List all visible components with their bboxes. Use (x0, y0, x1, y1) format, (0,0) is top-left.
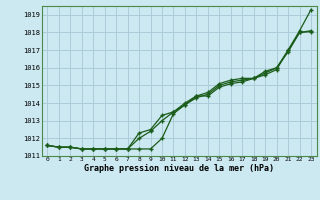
X-axis label: Graphe pression niveau de la mer (hPa): Graphe pression niveau de la mer (hPa) (84, 164, 274, 173)
